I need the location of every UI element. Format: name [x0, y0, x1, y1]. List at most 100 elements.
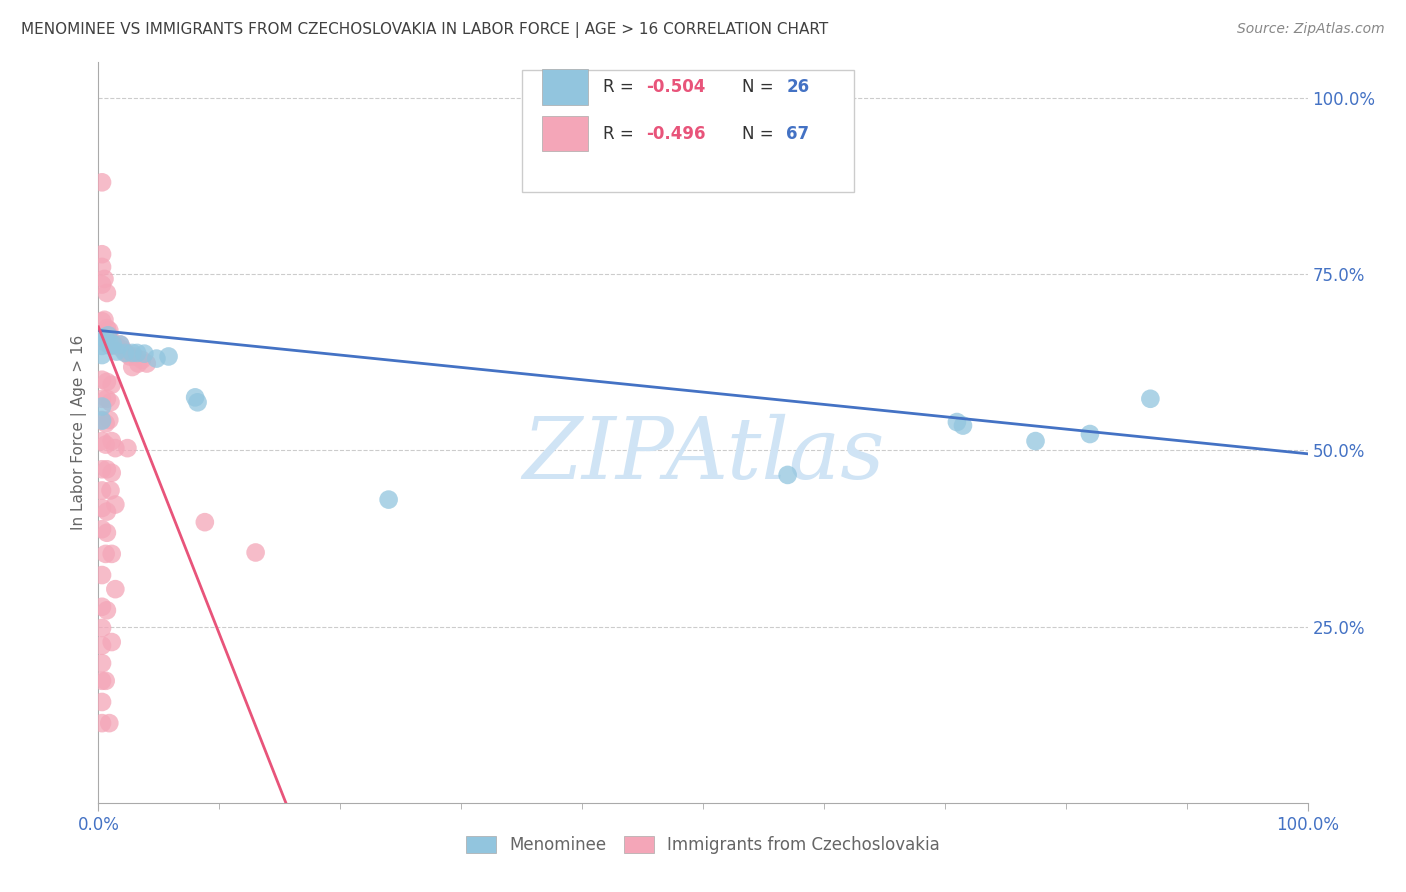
Text: ZIPAtlas: ZIPAtlas [522, 414, 884, 496]
Point [1078, 427, 1101, 442]
Point [100, 434, 122, 448]
Point [114, 346, 136, 360]
Point [91, 716, 114, 731]
Point [91, 339, 114, 353]
Point [187, 395, 209, 409]
Point [98, 716, 121, 731]
Point [96, 525, 118, 540]
Point [98, 413, 121, 427]
Point [96, 462, 118, 476]
FancyBboxPatch shape [543, 116, 588, 152]
Point [103, 337, 125, 351]
Point [121, 359, 143, 374]
Point [91, 175, 114, 189]
Point [91, 462, 114, 476]
Point [100, 547, 122, 561]
Text: N =: N = [742, 78, 779, 95]
Text: Source: ZipAtlas.com: Source: ZipAtlas.com [1237, 22, 1385, 37]
Text: -0.496: -0.496 [647, 125, 706, 143]
Point [91, 330, 114, 344]
Text: R =: R = [603, 78, 638, 95]
Point [91, 414, 114, 428]
Point [98, 323, 121, 337]
Point [105, 339, 128, 353]
Point [104, 441, 127, 455]
Point [100, 377, 122, 392]
Point [93, 328, 115, 343]
Legend: Menominee, Immigrants from Czechoslovakia: Menominee, Immigrants from Czechoslovaki… [460, 830, 946, 861]
Point [94, 547, 117, 561]
Point [94, 673, 117, 688]
Point [104, 582, 127, 596]
Point [96, 321, 118, 335]
Point [93, 272, 115, 286]
Point [96, 392, 118, 406]
Point [194, 515, 217, 529]
Point [124, 350, 146, 364]
Point [96, 603, 118, 617]
Text: -0.504: -0.504 [647, 78, 706, 95]
Point [157, 350, 180, 364]
Point [91, 277, 114, 292]
Text: N =: N = [742, 125, 779, 143]
Text: 26: 26 [786, 78, 810, 95]
Point [94, 417, 117, 431]
Point [776, 467, 799, 482]
Point [91, 247, 114, 261]
Point [91, 656, 114, 670]
Point [105, 344, 128, 359]
Point [100, 635, 122, 649]
Point [134, 346, 156, 360]
Point [91, 639, 114, 653]
FancyBboxPatch shape [543, 69, 588, 104]
Point [100, 339, 122, 353]
Point [91, 373, 114, 387]
Point [96, 505, 118, 519]
Point [108, 337, 131, 351]
Point [1139, 392, 1161, 406]
Point [111, 343, 134, 357]
Point [96, 375, 118, 389]
Point [97, 328, 120, 343]
Point [96, 336, 118, 351]
Point [100, 335, 122, 350]
Y-axis label: In Labor Force | Age > 16: In Labor Force | Age > 16 [72, 335, 87, 530]
Point [91, 348, 114, 362]
Point [91, 695, 114, 709]
Point [1024, 434, 1046, 448]
Point [91, 501, 114, 516]
Point [91, 392, 114, 406]
Point [100, 466, 122, 480]
Text: MENOMINEE VS IMMIGRANTS FROM CZECHOSLOVAKIA IN LABOR FORCE | AGE > 16 CORRELATIO: MENOMINEE VS IMMIGRANTS FROM CZECHOSLOVA… [21, 22, 828, 38]
Point [946, 415, 969, 429]
Point [91, 621, 114, 635]
Point [93, 313, 115, 327]
Point [184, 390, 207, 404]
Point [91, 413, 114, 427]
Point [91, 522, 114, 536]
Text: 67: 67 [786, 125, 810, 143]
Point [118, 350, 141, 364]
Point [91, 673, 114, 688]
Point [117, 441, 139, 455]
Point [94, 437, 117, 451]
Point [145, 351, 167, 366]
Point [121, 346, 143, 360]
Point [91, 260, 114, 274]
Point [94, 332, 117, 346]
Point [91, 400, 114, 414]
Point [131, 353, 153, 368]
Point [104, 498, 127, 512]
FancyBboxPatch shape [522, 70, 855, 192]
Point [952, 418, 974, 433]
Point [115, 346, 138, 360]
Point [377, 492, 399, 507]
Point [91, 434, 114, 448]
Text: R =: R = [603, 125, 638, 143]
Point [101, 337, 124, 351]
Point [96, 285, 118, 300]
Point [100, 483, 122, 498]
Point [98, 328, 121, 343]
Point [127, 357, 149, 371]
Point [127, 346, 149, 360]
